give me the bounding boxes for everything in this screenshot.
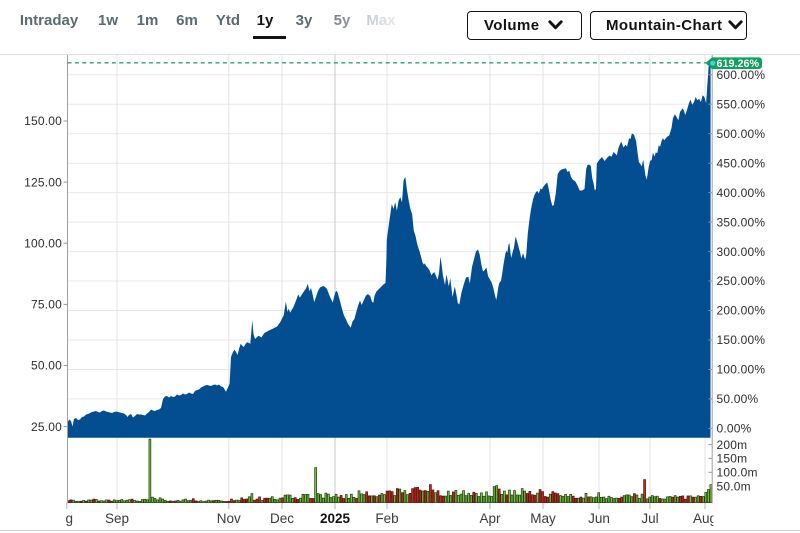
svg-text:150.00: 150.00 [24, 114, 62, 128]
svg-text:100.00: 100.00 [24, 236, 62, 250]
svg-text:May: May [530, 511, 556, 526]
svg-text:150m: 150m [717, 452, 748, 466]
svg-text:75.00: 75.00 [31, 298, 62, 312]
svg-text:250.00%: 250.00% [717, 274, 766, 288]
svg-text:100.00%: 100.00% [717, 363, 766, 377]
svg-text:Dec: Dec [270, 511, 294, 526]
svg-text:Aug: Aug [693, 511, 717, 526]
svg-text:2025: 2025 [320, 511, 351, 526]
svg-text:100.0m: 100.0m [717, 466, 758, 480]
svg-text:Jul: Jul [641, 511, 658, 526]
svg-text:200m: 200m [717, 438, 748, 452]
svg-text:619.26%: 619.26% [717, 58, 760, 70]
svg-text:Feb: Feb [375, 511, 398, 526]
svg-text:Sep: Sep [105, 511, 129, 526]
svg-text:600.00%: 600.00% [717, 68, 766, 82]
svg-text:50.0m: 50.0m [717, 479, 751, 493]
svg-text:125.00: 125.00 [24, 175, 62, 189]
svg-text:Apr: Apr [479, 511, 501, 526]
svg-text:300.00%: 300.00% [717, 245, 766, 259]
svg-text:50.00: 50.00 [31, 359, 62, 373]
svg-text:400.00%: 400.00% [717, 186, 766, 200]
svg-text:Jun: Jun [588, 511, 610, 526]
svg-text:450.00%: 450.00% [717, 156, 766, 170]
svg-text:200.00%: 200.00% [717, 304, 766, 318]
svg-text:50.00%: 50.00% [717, 392, 759, 406]
svg-text:Nov: Nov [217, 511, 241, 526]
svg-text:150.00%: 150.00% [717, 333, 766, 347]
svg-text:500.00%: 500.00% [717, 127, 766, 141]
svg-text:25.00: 25.00 [31, 420, 62, 434]
svg-text:550.00%: 550.00% [717, 97, 766, 111]
svg-text:Aug: Aug [49, 511, 73, 526]
svg-text:350.00%: 350.00% [717, 215, 766, 229]
svg-text:0.00%: 0.00% [717, 422, 752, 436]
